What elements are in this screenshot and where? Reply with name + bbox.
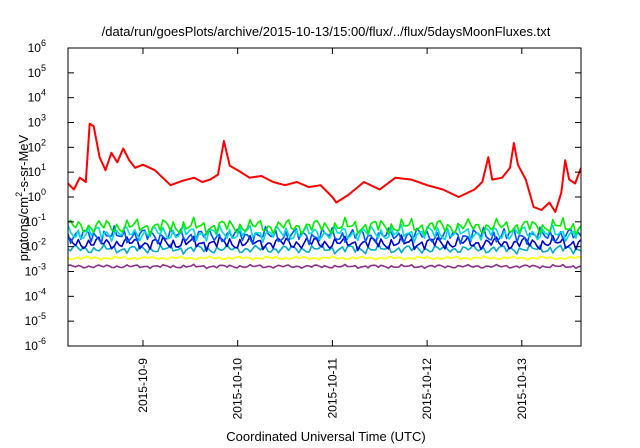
y-tick-label: 102 [28,137,46,154]
y-tick-label: 103 [28,113,46,130]
y-tick-label: 10-6 [25,336,46,353]
y-tick-label: 10-4 [25,286,46,303]
x-tick-label: 2015-10-12 [420,358,434,420]
series-line [68,122,581,213]
series-line [68,255,581,261]
series-line [68,216,581,237]
x-tick-label: 2015-10-11 [325,358,339,419]
series-line [68,243,581,255]
y-tick-label: 10-3 [25,262,46,279]
y-tick-label: 10-5 [25,311,46,328]
y-axis-label: protons/cm2-s-sr-MeV [14,134,31,261]
y-tick-label: 100 [28,187,46,204]
y-axis-label-base: protons/cm [16,197,31,261]
y-axis-label-sup: 2 [14,192,24,197]
plot-frame [67,47,582,347]
series-line [68,223,581,244]
x-tick-label: 2015-10-9 [136,358,150,413]
y-tick-label: 106 [28,38,46,55]
y-tick-label: 10-1 [25,212,46,229]
y-axis-label-rest: -s-sr-MeV [16,134,31,191]
y-tick-label: 101 [28,162,46,179]
y-tick-label: 10-2 [25,237,46,254]
series-line [68,263,581,270]
plot-area [68,122,581,270]
y-tick-label: 104 [28,88,46,105]
y-tick-label: 105 [28,63,46,80]
x-axis: 2015-10-9 2015-10-10 2015-10-11 2015-10-12 2… [136,48,529,419]
y-axis: 10-6 10-5 10-4 10-3 10-2 10-1 100 101 102 103 104 1… [25,38,581,353]
chart-title: /data/run/goesPlots/archive/2015-10-13/1… [102,24,551,39]
x-tick-label: 2015-10-10 [231,358,245,420]
x-axis-label: Coordinated Universal Time (UTC) [226,429,425,444]
x-tick-label: 2015-10-13 [515,358,529,420]
